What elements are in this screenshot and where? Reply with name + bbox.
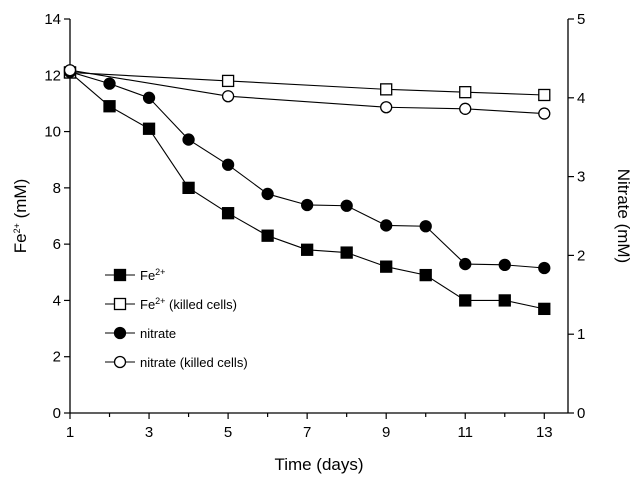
series-line-1 [69,71,545,96]
y-right-tick-label: 0 [577,405,585,422]
series-0-point [142,122,156,135]
y-left-tick-label: 4 [53,292,61,309]
x-tick-label: 9 [382,424,390,441]
series-0-point [182,181,195,195]
x-tick-label: 5 [224,424,232,441]
series-0-point [459,294,472,307]
y-left-tick-label: 10 [44,124,61,141]
legend: Fe2+ Fe2+ (killed cells) nitrate nitrate (k… [105,267,248,370]
series-0-point [380,260,393,273]
legend-label: nitrate [140,326,176,341]
x-tick-label: 7 [303,424,311,441]
y-right-tick-label: 1 [577,326,585,343]
series-1-point [459,86,472,99]
series-0-point [300,243,314,256]
legend-label: Fe2+ (killed cells) [140,296,237,312]
series-0-point [498,294,511,307]
series-2-point [142,91,156,104]
series-1-point [380,83,393,96]
y-left-tick-label: 6 [53,236,61,253]
series-2-point [419,220,432,233]
x-axis-title: Time (days) [274,455,363,474]
y-axis-right-title: Nitrate (mM) [614,169,630,263]
x-tick-label: 13 [536,424,553,441]
series-2-point [103,77,116,90]
series-2-point [340,199,353,212]
series-0-point [419,268,432,282]
legend-marker [113,297,127,311]
y-left-tick-label: 14 [44,11,61,28]
x-tick-label: 1 [66,424,74,441]
x-tick-label: 3 [145,424,153,441]
series-0-point [340,246,353,259]
x-tick-label: 11 [457,424,473,441]
series-0-point [261,229,274,242]
y-right-tick-label: 5 [577,11,585,28]
series-markers [63,64,551,316]
series-2-point [300,198,314,212]
series-2-point [380,219,393,232]
legend-marker [113,268,127,282]
series-1-point [538,88,551,102]
series-0-point [221,207,235,220]
legend-label: Fe2+ [140,267,165,283]
y-right-tick-label: 3 [577,169,585,186]
y-right-tick-label: 2 [577,247,585,264]
series-0-point [103,100,116,113]
y-left-tick-label: 0 [53,405,61,422]
series-1-point [221,74,235,88]
series-2-point [261,187,274,201]
legend-marker [113,355,127,369]
legend-label: nitrate (killed cells) [140,355,248,370]
series-3-point [380,101,393,114]
series-3-point [221,90,235,103]
y-left-tick-label: 2 [53,349,61,366]
y-right-tick-label: 4 [577,90,585,107]
legend-marker [113,326,127,340]
series-3-point [459,102,472,115]
y-left-tick-label: 12 [44,67,61,84]
series-2-point [498,258,511,272]
series-2-point [538,261,551,275]
series-2-point [221,158,235,171]
y-left-tick-label: 8 [53,180,61,197]
series-2-point [459,257,472,271]
series-3-point [538,107,551,120]
series-0-point [538,302,551,316]
series-2-point [182,133,195,146]
series-3-point [63,64,77,77]
y-axis-left-title: Fe2+ (mM) [11,179,30,253]
